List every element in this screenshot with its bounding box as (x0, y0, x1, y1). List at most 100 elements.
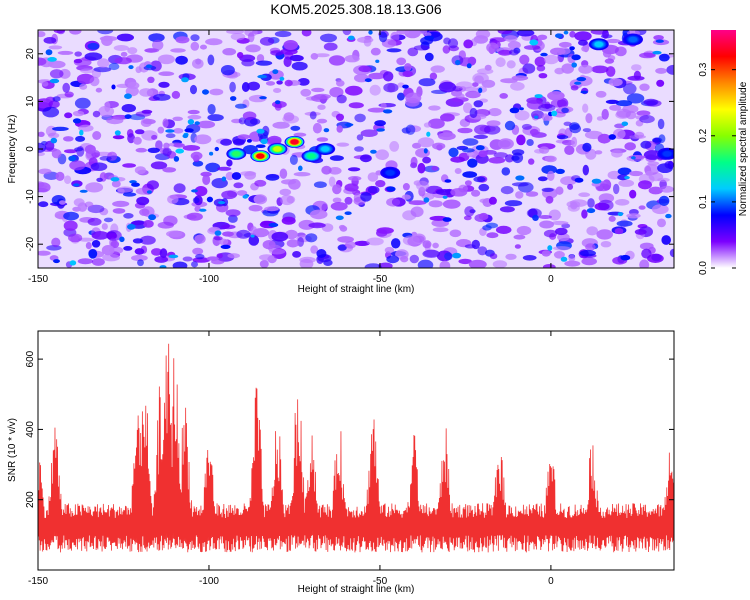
heatmap-noise-blob (601, 108, 609, 120)
heatmap-noise-blob (97, 30, 114, 35)
heatmap-noise-blob (329, 155, 344, 161)
heatmap-noise-blob (158, 71, 175, 76)
heatmap-noise-blob (472, 82, 479, 87)
heatmap-spot (165, 129, 175, 133)
heatmap-noise-blob (167, 194, 179, 204)
heatmap-spot (442, 217, 452, 222)
heatmap-noise-blob (463, 39, 474, 49)
heatmap-noise-blob (293, 132, 307, 137)
heatmap-spot (128, 65, 134, 70)
heatmap-noise-blob (641, 248, 652, 259)
heatmap-spot (168, 254, 179, 259)
heatmap-noise-blob (595, 90, 607, 98)
heatmap-noise-blob (557, 97, 569, 109)
heatmap-noise-blob (337, 244, 347, 251)
heatmap-noise-blob (623, 83, 637, 95)
heatmap-spot (509, 107, 520, 114)
heatmap-noise-blob (122, 163, 136, 168)
heatmap-noise-blob (486, 42, 499, 53)
heatmap-noise-blob (237, 52, 244, 59)
heatmap-noise-blob (170, 48, 186, 53)
heatmap-noise-blob (41, 81, 49, 87)
heatmap-noise-blob (440, 113, 455, 122)
heatmap-noise-blob (194, 134, 212, 145)
heatmap-noise-blob (417, 137, 435, 148)
heatmap-noise-blob (439, 260, 451, 268)
heatmap-noise-blob (488, 196, 497, 205)
heatmap-noise-blob (117, 188, 125, 195)
heatmap-noise-blob (288, 178, 301, 190)
heatmap-noise-blob (471, 189, 481, 197)
heatmap-noise-blob (497, 138, 514, 150)
heatmap-spot (574, 81, 582, 85)
heatmap-spot (68, 155, 77, 162)
heatmap-noise-blob (586, 226, 598, 236)
heatmap-spot (246, 139, 252, 143)
heatmap-noise-blob (336, 80, 345, 87)
heatmap-spot (79, 129, 84, 136)
heatmap-noise-blob (396, 57, 407, 66)
heatmap-noise-blob (606, 66, 616, 77)
heatmap-noise-blob (596, 229, 613, 240)
heatmap-noise-blob (409, 254, 419, 264)
heatmap-noise-blob (240, 171, 257, 176)
heatmap-noise-blob (139, 88, 154, 97)
heatmap-noise-blob (218, 238, 229, 245)
heatmap-noise-blob (448, 147, 459, 158)
heatmap-image (38, 30, 674, 268)
heatmap-noise-blob (265, 174, 280, 181)
heatmap-noise-blob (195, 253, 205, 260)
heatmap-noise-blob (344, 183, 359, 192)
heatmap-noise-blob (132, 238, 143, 244)
heatmap-spot (119, 236, 125, 243)
heatmap-spot (145, 64, 153, 69)
heatmap-noise-blob (450, 188, 468, 197)
heatmap-spot (199, 208, 207, 212)
heatmap-noise-blob (428, 118, 445, 129)
heatmap-noise-blob (504, 120, 516, 131)
heatmap-noise-blob (564, 145, 575, 155)
heatmap-noise-blob (87, 42, 100, 50)
heatmap-spot (455, 59, 461, 66)
heatmap-noise-blob (80, 68, 95, 74)
heatmap-noise-blob (175, 55, 188, 65)
heatmap-noise-blob (74, 147, 84, 152)
snr-x-axis-label: Height of straight line (km) (298, 584, 415, 595)
heatmap-noise-blob (666, 64, 674, 75)
heatmap-noise-blob (504, 200, 523, 207)
heatmap-noise-blob (539, 146, 550, 154)
heatmap-noise-blob (320, 33, 337, 43)
heatmap-noise-blob (429, 72, 438, 80)
snr-frame (37, 330, 675, 571)
heatmap-noise-blob (106, 117, 124, 125)
heatmap-noise-blob (336, 125, 343, 133)
heatmap-noise-blob (462, 148, 475, 153)
heatmap-noise-blob (38, 201, 49, 208)
heatmap-noise-blob (116, 33, 134, 42)
heatmap-noise-blob (627, 75, 645, 81)
heatmap-spot (608, 134, 616, 140)
heatmap-peak-contour (273, 146, 282, 152)
heatmap-noise-blob (137, 259, 144, 267)
heatmap-noise-blob (525, 191, 539, 197)
heatmap-noise-blob (297, 237, 304, 247)
heatmap-noise-blob (574, 31, 592, 41)
heatmap-noise-blob (389, 141, 400, 152)
heatmap-noise-blob (182, 145, 201, 151)
heatmap-noise-blob (422, 156, 431, 164)
heatmap-noise-blob (64, 149, 78, 154)
heatmap-peak-contour (321, 146, 330, 152)
heatmap-noise-blob (259, 254, 275, 261)
heatmap-noise-blob (509, 49, 519, 56)
heatmap-noise-blob (629, 189, 637, 199)
heatmap-noise-blob (172, 261, 188, 268)
heatmap-noise-blob (410, 156, 418, 168)
heatmap-noise-blob (146, 180, 159, 190)
heatmap-noise-blob (639, 242, 654, 250)
heatmap-noise-blob (216, 253, 223, 259)
heatmap-noise-blob (492, 260, 508, 268)
heatmap-noise-blob (135, 147, 148, 153)
heatmap-noise-blob (538, 73, 548, 79)
colorbar-tick-label: 0.2 (698, 128, 709, 142)
heatmap-noise-blob (348, 102, 364, 109)
